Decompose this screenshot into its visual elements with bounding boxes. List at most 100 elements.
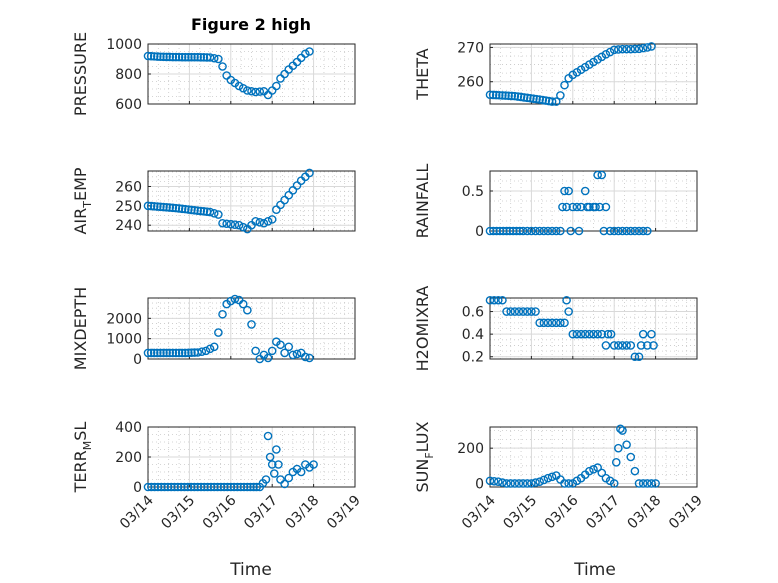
data-point xyxy=(238,83,248,93)
data-point xyxy=(522,93,532,103)
data-point xyxy=(190,52,199,62)
data-point xyxy=(143,51,153,61)
data-point xyxy=(526,93,535,103)
data-point xyxy=(171,348,181,358)
data-point xyxy=(239,482,249,492)
data-point xyxy=(280,195,289,205)
data-point xyxy=(214,210,223,219)
data-point xyxy=(171,52,181,62)
data-point xyxy=(543,318,553,328)
data-point xyxy=(489,476,499,486)
data-point xyxy=(193,348,202,357)
data-point xyxy=(516,92,526,102)
data-point xyxy=(168,348,178,358)
data-point xyxy=(196,52,206,62)
data-point xyxy=(634,479,644,488)
data-point xyxy=(601,341,611,350)
data-point xyxy=(272,445,281,454)
data-point xyxy=(535,95,544,104)
data-point xyxy=(305,353,314,363)
data-point xyxy=(272,205,281,215)
data-point xyxy=(643,479,652,488)
data-point xyxy=(539,226,549,236)
data-point xyxy=(165,203,175,212)
data-point xyxy=(168,203,178,213)
data-point xyxy=(502,307,511,316)
data-point xyxy=(616,424,625,434)
panel-rainfall: 0 0.5 RAINFALL xyxy=(413,164,698,240)
data-point xyxy=(255,217,265,227)
data-point xyxy=(292,181,302,190)
data-point xyxy=(498,91,507,100)
data-point xyxy=(493,477,503,487)
y-axis-label: SUNFLUX xyxy=(413,421,436,492)
data-point xyxy=(560,80,569,90)
y-tick-label: 2000 xyxy=(106,311,142,327)
data-point xyxy=(489,295,499,305)
data-point xyxy=(267,460,277,469)
data-point xyxy=(156,202,165,212)
data-point xyxy=(177,52,187,62)
y-tick-label: 1000 xyxy=(106,332,142,348)
x-tick-label: 03/18 xyxy=(625,493,665,533)
data-point xyxy=(226,296,236,306)
data-point xyxy=(205,207,215,217)
data-point xyxy=(539,318,549,328)
data-point xyxy=(252,482,261,492)
data-point xyxy=(564,307,573,316)
data-point xyxy=(556,91,565,100)
data-point xyxy=(485,90,495,100)
data-point xyxy=(159,202,168,212)
data-point xyxy=(184,205,193,214)
y-axis-label: PRESSURE xyxy=(71,32,90,116)
data-point xyxy=(196,206,206,216)
data-point xyxy=(292,349,302,359)
data-point xyxy=(156,348,165,358)
data-point xyxy=(638,329,648,339)
data-point xyxy=(566,226,576,236)
data-point xyxy=(187,205,196,215)
data-point xyxy=(589,465,598,474)
data-point xyxy=(190,205,199,215)
data-point xyxy=(541,96,551,105)
x-tick-label: 03/19 xyxy=(324,493,364,533)
data-point xyxy=(630,466,640,476)
data-point xyxy=(514,479,524,488)
data-point xyxy=(564,186,573,196)
data-point xyxy=(527,307,536,316)
data-point xyxy=(214,328,223,337)
data-point xyxy=(597,468,607,478)
plot-frame xyxy=(147,297,356,360)
data-point xyxy=(143,201,153,211)
data-point xyxy=(580,329,590,339)
data-point xyxy=(296,53,306,63)
data-point xyxy=(522,226,532,236)
data-point xyxy=(201,346,211,356)
plot-frame xyxy=(489,426,698,488)
data-point xyxy=(263,217,273,226)
x-axis-label-right: Time xyxy=(573,560,616,580)
data-point xyxy=(218,309,227,319)
x-axis-label-left: Time xyxy=(229,560,272,580)
data-point xyxy=(634,352,644,362)
y-tick-label: 200 xyxy=(115,450,142,466)
data-point xyxy=(626,452,636,462)
y-tick-label: 0.4 xyxy=(462,327,484,343)
data-point xyxy=(153,202,162,211)
y-axis-label: H2OMIXRA xyxy=(413,286,432,372)
x-tick-label: 03/19 xyxy=(666,493,706,533)
data-point xyxy=(247,86,256,96)
panel-h2omixra: 0.2 0.4 0.6 H2OMIXRA xyxy=(413,286,698,372)
data-point xyxy=(518,307,528,316)
x-tick-label: 03/14 xyxy=(459,492,499,532)
data-point xyxy=(562,202,571,212)
data-point xyxy=(626,44,636,54)
data-point xyxy=(263,431,273,441)
data-point xyxy=(301,352,310,362)
data-point xyxy=(276,340,285,350)
data-point xyxy=(609,479,619,488)
data-point xyxy=(284,190,294,200)
data-point xyxy=(585,329,594,339)
data-point xyxy=(622,226,631,236)
